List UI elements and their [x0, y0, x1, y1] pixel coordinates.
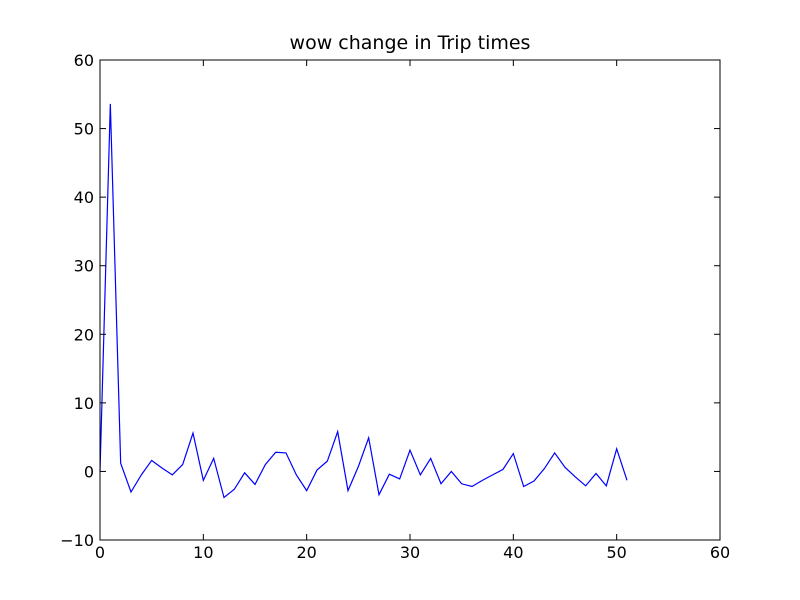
y-tick-label: 0	[84, 462, 94, 481]
chart-title: wow change in Trip times	[290, 32, 531, 54]
x-tick-label: 40	[503, 543, 523, 562]
x-tick-label: 10	[193, 543, 213, 562]
axes-frame	[99, 59, 721, 541]
x-tick-label: 20	[296, 543, 316, 562]
x-tick-label: 0	[95, 543, 105, 562]
y-tick-label: 50	[74, 120, 94, 139]
y-tick-label: 30	[74, 257, 94, 276]
x-tick-label: 50	[606, 543, 626, 562]
y-tick-label: 20	[74, 325, 94, 344]
y-tick-label: 10	[74, 394, 94, 413]
y-tick-label: 40	[74, 188, 94, 207]
x-tick-label: 30	[400, 543, 420, 562]
x-tick-label: 60	[710, 543, 730, 562]
y-tick-label: −10	[60, 531, 94, 550]
y-tick-label: 60	[74, 51, 94, 70]
series-line-0	[99, 103, 628, 499]
